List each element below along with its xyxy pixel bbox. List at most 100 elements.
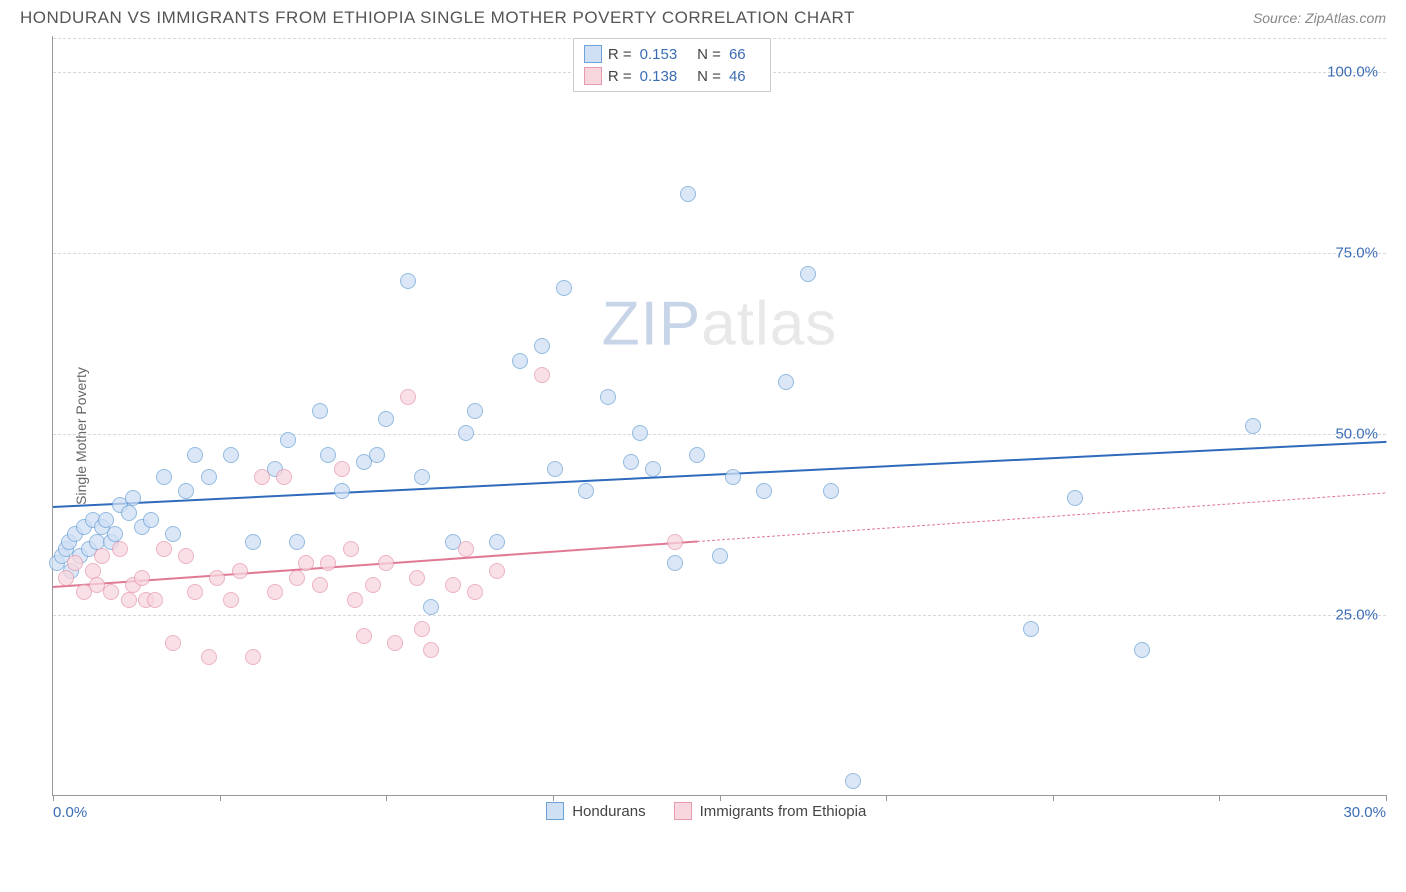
x-tick — [886, 795, 887, 801]
data-point — [298, 555, 314, 571]
data-point — [312, 577, 328, 593]
legend-row: R =0.138N =46 — [584, 65, 760, 87]
data-point — [98, 512, 114, 528]
data-point — [147, 592, 163, 608]
data-point — [845, 773, 861, 789]
watermark: ZIPatlas — [602, 289, 837, 360]
gridline — [53, 434, 1386, 435]
trend-line-dashed — [697, 492, 1386, 542]
data-point — [547, 461, 563, 477]
data-point — [578, 483, 594, 499]
data-point — [254, 469, 270, 485]
data-point — [623, 454, 639, 470]
data-point — [223, 592, 239, 608]
data-point — [165, 526, 181, 542]
legend-r-value: 0.153 — [640, 46, 678, 63]
legend-series-name: Hondurans — [572, 803, 645, 820]
legend-n-label: N = — [697, 68, 721, 85]
data-point — [680, 186, 696, 202]
legend-swatch — [584, 67, 602, 85]
data-point — [165, 635, 181, 651]
data-point — [800, 266, 816, 282]
data-point — [267, 584, 283, 600]
data-point — [400, 389, 416, 405]
data-point — [58, 570, 74, 586]
data-point — [156, 469, 172, 485]
x-tick — [220, 795, 221, 801]
data-point — [378, 555, 394, 571]
data-point — [369, 447, 385, 463]
data-point — [1023, 621, 1039, 637]
series-legend: Hondurans Immigrants from Ethiopia — [546, 802, 866, 820]
data-point — [312, 403, 328, 419]
legend-r-label: R = — [608, 68, 632, 85]
data-point — [121, 592, 137, 608]
data-point — [334, 483, 350, 499]
source-attribution: Source: ZipAtlas.com — [1253, 10, 1386, 26]
legend-row: R =0.153N =66 — [584, 43, 760, 65]
legend-swatch — [584, 45, 602, 63]
data-point — [458, 541, 474, 557]
x-tick — [386, 795, 387, 801]
data-point — [156, 541, 172, 557]
data-point — [280, 432, 296, 448]
data-point — [512, 353, 528, 369]
data-point — [134, 570, 150, 586]
y-tick-label: 75.0% — [1335, 245, 1378, 262]
data-point — [458, 425, 474, 441]
data-point — [121, 505, 137, 521]
data-point — [320, 555, 336, 571]
data-point — [489, 534, 505, 550]
y-tick-label: 100.0% — [1327, 64, 1378, 81]
data-point — [489, 563, 505, 579]
legend-r-label: R = — [608, 46, 632, 63]
x-tick — [1219, 795, 1220, 801]
data-point — [534, 367, 550, 383]
data-point — [356, 628, 372, 644]
data-point — [334, 461, 350, 477]
data-point — [1067, 490, 1083, 506]
data-point — [343, 541, 359, 557]
x-tick — [53, 795, 54, 801]
legend-n-value: 66 — [729, 46, 746, 63]
data-point — [423, 642, 439, 658]
data-point — [232, 563, 248, 579]
y-tick-label: 50.0% — [1335, 426, 1378, 443]
watermark-atlas: atlas — [701, 290, 837, 359]
data-point — [67, 555, 83, 571]
watermark-zip: ZIP — [602, 290, 701, 359]
data-point — [778, 374, 794, 390]
data-point — [365, 577, 381, 593]
data-point — [467, 584, 483, 600]
legend-series-name: Immigrants from Ethiopia — [700, 803, 867, 820]
plot-area: ZIPatlas 25.0%50.0%75.0%100.0%0.0%30.0%R… — [52, 36, 1386, 796]
data-point — [201, 469, 217, 485]
data-point — [245, 649, 261, 665]
data-point — [378, 411, 394, 427]
data-point — [632, 425, 648, 441]
data-point — [276, 469, 292, 485]
legend-swatch — [674, 802, 692, 820]
data-point — [125, 490, 141, 506]
y-tick-label: 25.0% — [1335, 607, 1378, 624]
data-point — [600, 389, 616, 405]
x-tick — [1053, 795, 1054, 801]
data-point — [414, 469, 430, 485]
gridline — [53, 615, 1386, 616]
data-point — [223, 447, 239, 463]
x-tick — [1386, 795, 1387, 801]
x-tick-label: 30.0% — [1343, 804, 1386, 821]
data-point — [725, 469, 741, 485]
x-tick — [720, 795, 721, 801]
data-point — [245, 534, 261, 550]
data-point — [400, 273, 416, 289]
legend-n-value: 46 — [729, 68, 746, 85]
legend-item: Hondurans — [546, 802, 645, 820]
data-point — [667, 555, 683, 571]
data-point — [756, 483, 772, 499]
gridline — [53, 253, 1386, 254]
data-point — [94, 548, 110, 564]
legend-item: Immigrants from Ethiopia — [674, 802, 867, 820]
data-point — [178, 548, 194, 564]
data-point — [209, 570, 225, 586]
